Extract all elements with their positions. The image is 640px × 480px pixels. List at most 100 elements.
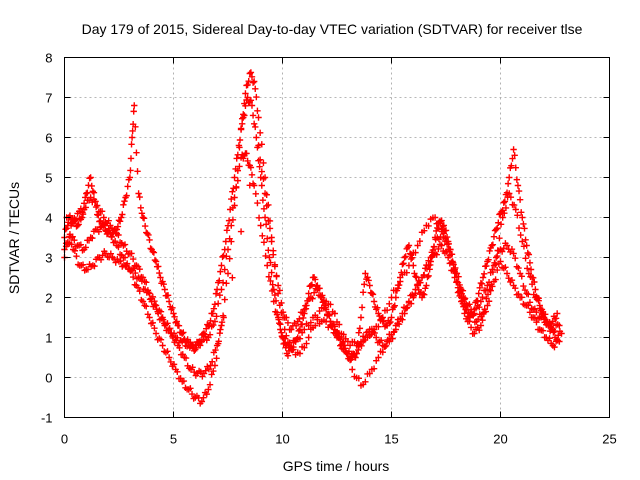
data-point bbox=[312, 322, 319, 329]
data-point bbox=[527, 266, 535, 273]
data-point bbox=[258, 182, 265, 189]
data-point bbox=[261, 190, 269, 197]
data-point bbox=[77, 241, 85, 248]
data-point bbox=[506, 174, 513, 181]
data-point bbox=[449, 258, 456, 265]
data-point bbox=[260, 159, 267, 167]
data-point bbox=[126, 174, 134, 181]
data-point bbox=[213, 355, 220, 362]
data-point bbox=[440, 222, 448, 229]
data-point bbox=[443, 233, 451, 241]
series-track-d bbox=[61, 94, 561, 363]
data-point bbox=[276, 287, 283, 294]
data-point bbox=[127, 167, 134, 174]
data-point bbox=[139, 298, 147, 305]
data-point bbox=[467, 324, 475, 331]
data-point bbox=[552, 315, 560, 322]
data-point bbox=[498, 208, 505, 215]
data-point bbox=[476, 284, 483, 291]
data-point bbox=[459, 297, 466, 304]
data-point bbox=[401, 254, 408, 261]
data-point bbox=[487, 287, 494, 294]
data-point bbox=[393, 287, 401, 294]
data-point bbox=[512, 206, 519, 213]
data-point bbox=[294, 335, 301, 342]
data-point bbox=[173, 318, 180, 325]
data-point bbox=[101, 221, 109, 228]
data-point bbox=[221, 266, 228, 273]
data-point bbox=[262, 221, 270, 228]
data-point bbox=[84, 266, 92, 273]
data-point bbox=[171, 313, 178, 320]
data-point bbox=[236, 163, 243, 170]
data-point bbox=[405, 298, 413, 305]
data-point bbox=[438, 217, 445, 224]
data-point bbox=[491, 259, 498, 267]
data-point bbox=[274, 282, 282, 289]
data-point bbox=[160, 281, 167, 288]
data-point bbox=[412, 273, 419, 280]
data-point bbox=[75, 221, 82, 228]
data-point bbox=[494, 247, 501, 254]
data-point bbox=[514, 212, 521, 219]
data-point bbox=[361, 336, 368, 344]
data-point bbox=[173, 337, 180, 344]
data-point bbox=[358, 342, 365, 350]
data-point bbox=[155, 310, 162, 317]
data-point bbox=[406, 250, 414, 257]
data-point bbox=[237, 228, 245, 235]
data-point bbox=[479, 294, 486, 301]
y-tick-label: 2 bbox=[45, 291, 52, 306]
data-point bbox=[456, 287, 464, 294]
data-point bbox=[541, 316, 549, 323]
data-point bbox=[530, 274, 537, 282]
data-point bbox=[150, 249, 158, 256]
data-point bbox=[284, 319, 292, 327]
data-point bbox=[161, 322, 168, 329]
ticks bbox=[64, 57, 610, 418]
data-point bbox=[522, 255, 529, 262]
data-point bbox=[485, 256, 492, 263]
grid bbox=[64, 57, 610, 418]
data-point bbox=[303, 340, 310, 347]
data-point bbox=[216, 277, 223, 284]
data-point bbox=[130, 265, 137, 272]
data-point bbox=[216, 292, 224, 299]
data-point bbox=[128, 134, 136, 141]
data-point bbox=[523, 242, 530, 249]
data-point bbox=[471, 330, 478, 337]
y-tick-labels: -1 0 1 2 3 4 5 6 7 8 bbox=[41, 51, 53, 426]
data-point bbox=[261, 214, 269, 221]
data-point bbox=[180, 377, 188, 385]
y-tick-label: -1 bbox=[41, 411, 53, 426]
data-point bbox=[159, 316, 167, 323]
data-point bbox=[463, 306, 470, 313]
data-point bbox=[226, 255, 233, 262]
data-point bbox=[257, 222, 264, 229]
data-point bbox=[259, 232, 266, 240]
data-point bbox=[136, 266, 143, 273]
y-tick-label: 1 bbox=[45, 331, 52, 346]
data-point bbox=[212, 290, 220, 297]
data-point bbox=[405, 242, 413, 249]
data-point bbox=[247, 69, 255, 76]
data-point bbox=[148, 298, 155, 305]
data-point bbox=[205, 365, 213, 373]
data-point bbox=[211, 301, 219, 308]
data-point bbox=[141, 222, 149, 230]
data-point bbox=[392, 294, 400, 301]
data-point bbox=[145, 231, 152, 239]
data-point bbox=[420, 271, 427, 279]
data-point bbox=[155, 263, 162, 270]
data-point bbox=[112, 229, 119, 237]
data-point bbox=[138, 278, 146, 285]
data-point bbox=[247, 97, 255, 104]
data-point bbox=[531, 278, 538, 286]
data-point bbox=[503, 270, 511, 277]
data-point bbox=[223, 280, 230, 287]
data-point bbox=[521, 286, 529, 294]
data-point bbox=[248, 171, 256, 179]
data-point bbox=[221, 246, 228, 253]
data-point bbox=[358, 304, 366, 311]
data-point bbox=[362, 270, 369, 277]
